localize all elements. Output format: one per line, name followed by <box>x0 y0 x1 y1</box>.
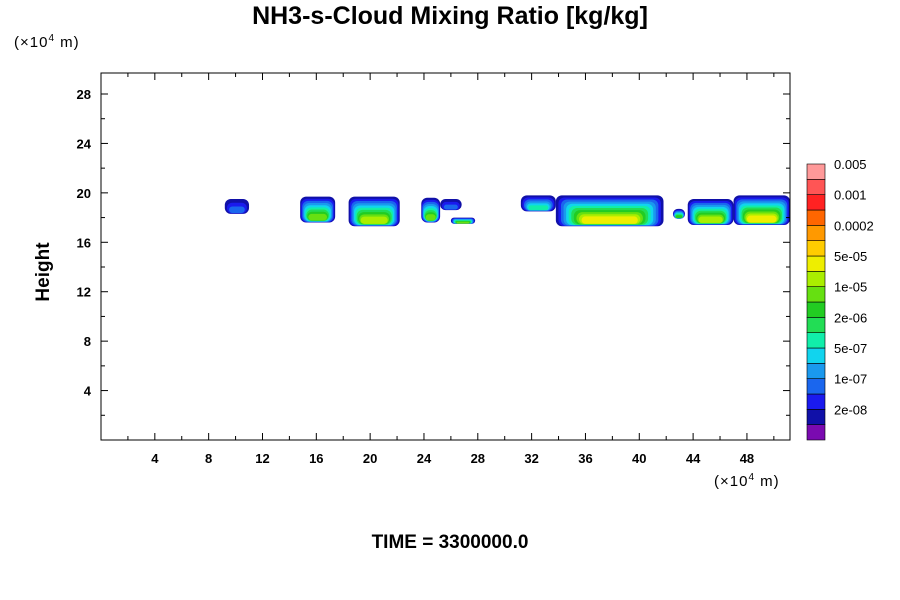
y-tick-label: 20 <box>77 186 91 201</box>
colorbar-label: 1e-05 <box>834 280 867 295</box>
colorbar-label: 2e-08 <box>834 402 867 417</box>
x-tick-label: 48 <box>740 451 754 466</box>
colorbar-segment <box>806 194 826 211</box>
x-axis-unit: (×104 m) <box>714 472 780 490</box>
cloud-contour <box>528 205 549 211</box>
cloud-contour <box>229 206 245 213</box>
x-tick-label: 28 <box>471 451 485 466</box>
colorbar-segment <box>806 424 826 441</box>
y-axis-unit: (×104 m) <box>14 33 80 51</box>
cloud-contour <box>443 204 458 210</box>
plot-area <box>101 73 790 440</box>
x-unit-suffix: m) <box>755 473 780 490</box>
y-tick-label: 16 <box>77 235 91 250</box>
x-tick-label: 16 <box>309 451 323 466</box>
y-tick-label: 8 <box>84 334 91 349</box>
y-unit-prefix: (×10 <box>14 34 49 51</box>
colorbar-segment <box>806 271 826 287</box>
x-unit-prefix: (×10 <box>714 473 749 490</box>
cloud-contour <box>698 216 723 223</box>
cloud-contour <box>360 216 388 224</box>
x-axis: 4 8 12 16 20 24 28 32 36 40 44 48 <box>127 73 775 466</box>
cloud-contour <box>675 215 683 219</box>
cloud-contour <box>425 214 436 221</box>
y-axis: 4 8 12 16 20 24 28 <box>77 87 790 416</box>
colorbar-segment <box>806 209 826 226</box>
cloud-contour <box>456 221 470 224</box>
colorbar-segment <box>806 332 826 349</box>
y-unit-exponent: 4 <box>48 33 56 44</box>
colorbar-segment <box>806 286 826 303</box>
colorbar-segment <box>806 163 826 180</box>
colorbar-segment <box>806 225 826 241</box>
colorbar-segment <box>806 409 826 425</box>
colorbar: 2e-08 1e-07 5e-07 2e-06 1e-05 5e-05 0.0002 0.00… <box>806 157 874 441</box>
y-axis-title: Height <box>33 242 54 302</box>
colorbar-segment <box>806 240 826 257</box>
cloud-contour <box>308 213 327 221</box>
colorbar-label: 5e-05 <box>834 249 867 264</box>
colorbar-segment <box>806 317 826 333</box>
plot-frame <box>100 72 791 441</box>
colorbar-label: 5e-07 <box>834 341 867 356</box>
y-tick-label: 12 <box>77 285 91 300</box>
chart-title: NH3-s-Cloud Mixing Ratio [kg/kg] <box>252 2 648 30</box>
colorbar-label: 0.001 <box>834 188 867 203</box>
colorbar-segment <box>806 378 826 395</box>
y-tick-label: 28 <box>77 87 91 102</box>
x-unit-exponent: 4 <box>748 472 756 483</box>
cloud-field <box>224 195 790 227</box>
x-tick-label: 24 <box>417 451 432 466</box>
colorbar-segment <box>806 363 826 379</box>
y-tick-label: 4 <box>84 384 92 399</box>
colorbar-label: 0.005 <box>834 157 867 172</box>
time-label: TIME = 3300000.0 <box>371 532 529 553</box>
cloud-contour <box>746 215 777 223</box>
colorbar-segment <box>806 179 826 195</box>
x-tick-label: 12 <box>255 451 269 466</box>
x-tick-label: 40 <box>632 451 646 466</box>
x-tick-label: 4 <box>151 451 159 466</box>
x-tick-label: 36 <box>578 451 592 466</box>
colorbar-segment <box>806 301 826 318</box>
colorbar-label: 1e-07 <box>834 372 867 387</box>
colorbar-segment <box>806 393 826 410</box>
colorbar-label: 0.0002 <box>834 218 874 233</box>
colorbar-segment <box>806 347 826 364</box>
x-tick-label: 8 <box>205 451 212 466</box>
y-unit-suffix: m) <box>55 34 80 51</box>
colorbar-label: 2e-06 <box>834 310 867 325</box>
colorbar-segment <box>806 255 826 272</box>
y-tick-label: 24 <box>77 136 92 151</box>
x-tick-label: 44 <box>686 451 701 466</box>
x-tick-label: 32 <box>524 451 538 466</box>
x-tick-label: 20 <box>363 451 377 466</box>
cloud-contour <box>581 216 638 224</box>
